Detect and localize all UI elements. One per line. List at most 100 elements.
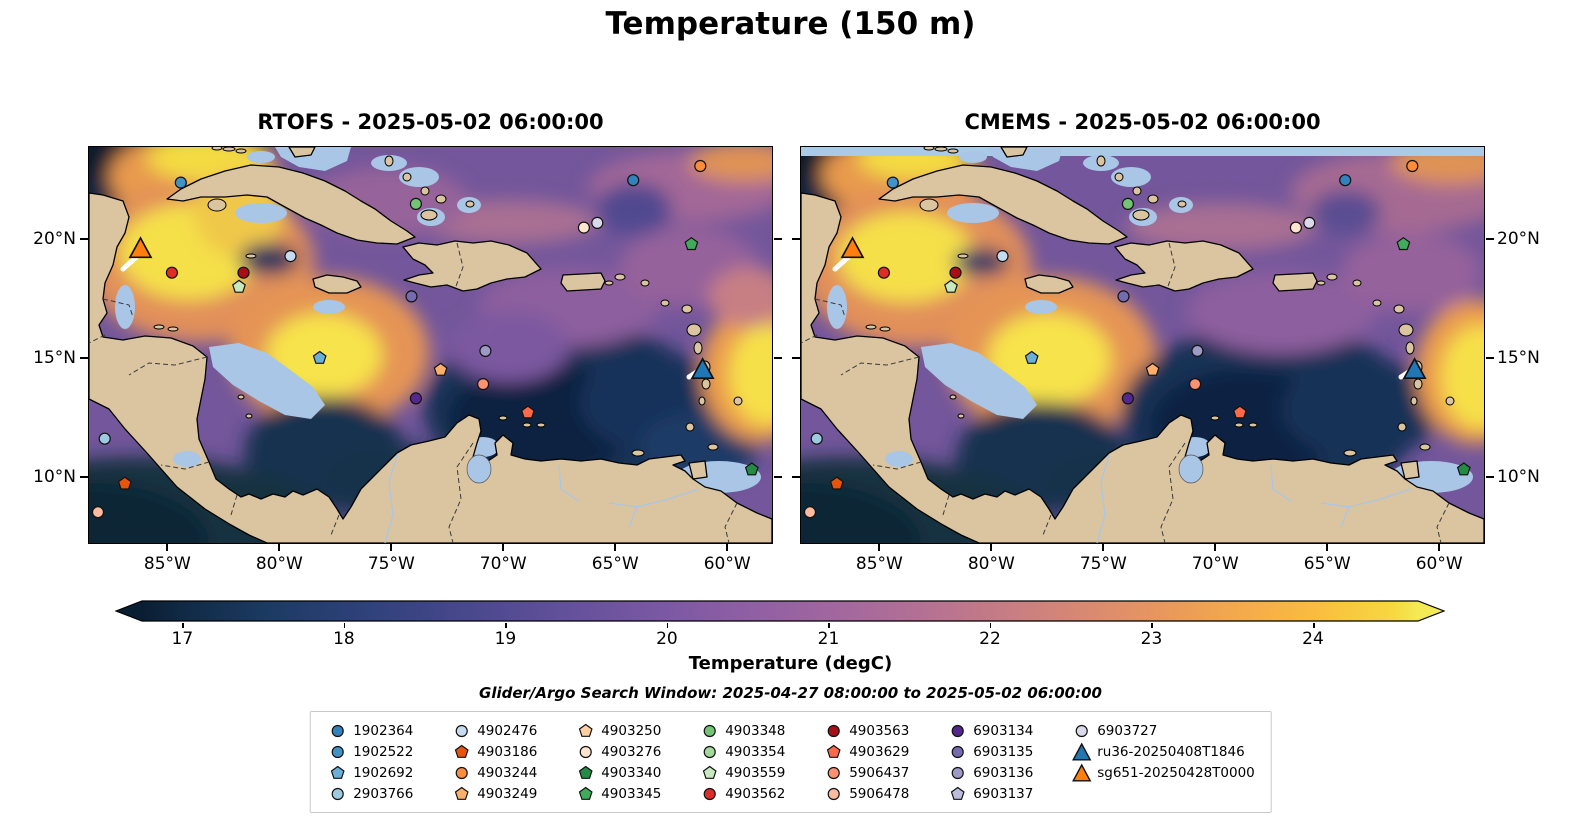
x-tick-label: 60°W [703,554,751,574]
legend-entry-4903354: 4903354 [698,741,810,762]
platform-marker-4903276 [1289,221,1302,234]
pentagon-marker-icon [822,742,844,762]
x-tick-label: 60°W [1415,554,1463,574]
legend-column: 4902476 4903186 4903244 4903249 [450,720,562,804]
y-tick-mark [773,475,782,478]
legend-entry-6903136: 6903136 [946,762,1058,783]
platform-marker-6903134 [1121,392,1134,405]
land-puerto-rico [560,272,606,292]
legend-label: 4902476 [477,722,538,739]
y-tick-mark [791,475,800,478]
circle-marker-icon [698,721,720,741]
platform-marker-4903186 [117,476,132,490]
colorbar-tick-mark [989,623,992,628]
platform-marker-6903136 [479,344,492,357]
legend-entry-6903727: 6903727 [1070,720,1255,741]
legend-label: 4903354 [725,743,786,760]
x-tick-mark [1214,543,1217,551]
platform-marker-4903345 [1396,236,1411,251]
colorbar-tick-label: 17 [171,629,194,649]
x-tick-label: 80°W [255,554,303,574]
legend-column: 4903250 4903276 4903340 4903345 [574,720,686,804]
land-bahamas [1000,147,1028,158]
platform-marker-sg651-20250428T0000 [840,236,865,259]
x-tick-label: 85°W [855,554,903,574]
legend-label: 2903766 [353,785,414,802]
pentagon-marker-icon [574,763,596,783]
circle-marker-icon [574,742,596,762]
legend-entry-1902364: 1902364 [326,720,438,741]
x-tick-mark [166,543,169,551]
circle-marker-icon [822,763,844,783]
pentagon-marker-icon [450,742,472,762]
land-jamaica [1024,274,1074,294]
x-tick-mark [614,543,617,551]
platform-marker-4903249 [433,362,448,376]
platform-marker-4903244 [694,159,707,173]
legend-column: 4903348 4903354 4903559 4903562 [698,720,810,804]
platform-marker-1902364 [627,174,640,187]
legend-label: 4903186 [477,743,538,760]
triangle-marker-icon [1070,742,1092,762]
y-tick-mark [79,238,88,241]
platform-marker-4903186 [829,476,844,490]
colorbar-tick-mark [828,623,830,628]
platform-marker-4903244 [1406,159,1419,173]
legend-label: 5906437 [849,764,910,781]
legend-entry-6903137: 6903137 [946,783,1058,804]
y-tick-label: 10°N [33,466,76,487]
legend-entry-5906437: 5906437 [822,762,934,783]
platform-marker-5906437 [477,378,490,391]
platform-marker-1902522 [174,176,187,189]
colorbar-tick-mark [1313,623,1315,628]
x-tick-mark [390,543,393,551]
legend-label: 4903276 [601,743,662,760]
y-tick-mark [1485,475,1494,478]
legend-label: 6903727 [1097,722,1158,739]
legend-label: 4903629 [849,743,910,760]
colorbar-tick-label: 24 [1302,629,1324,649]
x-tick-label: 75°W [1079,554,1127,574]
platform-marker-6903136 [1191,344,1204,357]
land-hispaniola [402,240,542,292]
colorbar-gradient [114,600,1446,622]
legend-label: 4903345 [601,785,662,802]
platform-marker-4903562 [877,266,891,279]
legend: 1902364 1902522 1902692 2903766 4902476 49031… [309,711,1272,813]
platform-marker-4903629 [1232,405,1247,419]
platform-marker-6903135 [405,290,418,303]
legend-column: 6903134 6903135 6903136 6903137 [946,720,1058,804]
legend-label: ru36-20250408T1846 [1097,743,1245,760]
platform-marker-4903276 [577,221,590,234]
colorbar [114,600,1446,622]
legend-entry-ru36-20250408T1846: ru36-20250408T1846 [1070,741,1255,762]
legend-entry-4903244: 4903244 [450,762,562,783]
land-cuba [878,164,1128,245]
platform-marker-4903563 [237,266,250,279]
colorbar-label: Temperature (degC) [688,653,893,674]
platform-marker-4903340 [744,462,759,476]
legend-column: 1902364 1902522 1902692 2903766 [326,720,438,804]
y-tick-mark [1485,238,1494,241]
circle-marker-icon [326,784,348,804]
platform-marker-5906478 [803,506,817,519]
legend-label: 4903562 [725,785,786,802]
platform-marker-ru36-20250408T1846 [1402,357,1427,380]
legend-entry-4903340: 4903340 [574,762,686,783]
x-tick-mark [278,543,281,551]
land-trinidad [1400,460,1420,480]
legend-entry-4903562: 4903562 [698,783,810,804]
pentagon-marker-icon [326,763,348,783]
land-hispaniola [1114,240,1254,292]
legend-label: 5906478 [849,785,910,802]
legend-entry-4903250: 4903250 [574,720,686,741]
circle-marker-icon [326,742,348,762]
x-tick-mark [990,543,993,551]
colorbar-tick-label: 22 [979,629,1001,649]
panel-cmems-map: CMEMS - 2025-05-02 06:00:00 85°W 80°W 75°W… [791,110,1540,574]
triangle-marker-icon [1070,763,1092,783]
legend-label: sg651-20250428T0000 [1097,764,1255,781]
x-tick-mark [1438,543,1441,551]
legend-entry-4903186: 4903186 [450,741,562,762]
panel-rtofs-map: RTOFS - 2025-05-02 06:00:00 85°W 80°W 75°W… [33,110,782,574]
